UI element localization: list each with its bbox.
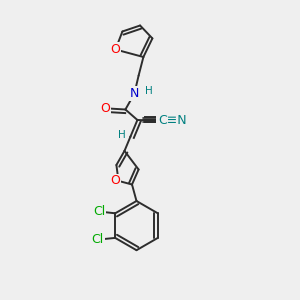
- Text: O: O: [111, 43, 120, 56]
- Text: Cl: Cl: [93, 205, 105, 218]
- Text: O: O: [100, 102, 110, 115]
- Text: Cl: Cl: [92, 233, 104, 246]
- Text: O: O: [111, 174, 120, 188]
- Text: N: N: [130, 87, 139, 100]
- Text: H: H: [145, 86, 153, 96]
- Text: C≡N: C≡N: [158, 113, 187, 127]
- Text: H: H: [118, 130, 125, 140]
- Text: N: N: [168, 114, 178, 128]
- Text: C: C: [157, 116, 165, 126]
